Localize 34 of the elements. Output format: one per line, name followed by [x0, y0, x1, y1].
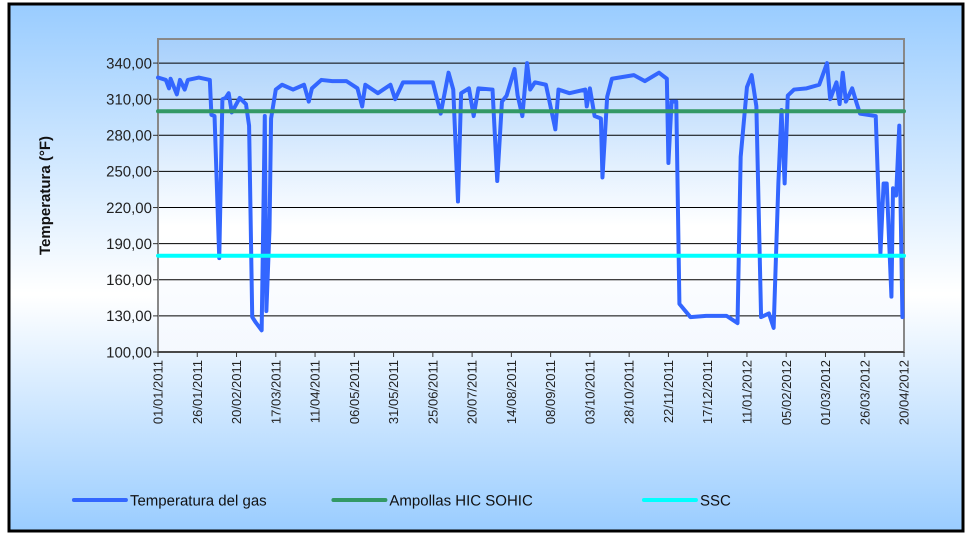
- y-tick-label: 280,00: [106, 128, 152, 145]
- y-axis-title: Temperatura (°F): [37, 136, 54, 256]
- x-tick-label: 05/02/2012: [778, 360, 794, 426]
- x-tick-label: 17/12/2011: [700, 360, 716, 424]
- x-tick-label: 31/05/2011: [386, 360, 402, 424]
- x-tick-label: 26/03/2012: [857, 360, 872, 426]
- y-tick-label: 220,00: [106, 200, 152, 217]
- legend-label: SSC: [700, 492, 731, 510]
- x-tick-label: 26/01/2011: [190, 360, 205, 424]
- x-tick-label: 28/10/2011: [622, 360, 637, 424]
- x-tick-label: 17/03/2011: [268, 360, 284, 424]
- x-tick-label: 01/01/2011: [150, 360, 166, 424]
- x-tick-label: 03/10/2011: [582, 360, 598, 424]
- y-tick-label: 340,00: [106, 55, 152, 72]
- line-series: [156, 61, 904, 332]
- y-tick-label: 130,00: [106, 308, 152, 326]
- x-tick-label: 20/04/2012: [896, 360, 912, 426]
- x-tick-label: 14/08/2011: [504, 360, 519, 424]
- y-tick-label: 100,00: [106, 344, 152, 362]
- x-tick-label: 25/06/2011: [425, 360, 440, 424]
- legend-label: Ampollas HIC SOHIC: [389, 492, 533, 510]
- y-tick-label: 250,00: [106, 164, 152, 181]
- x-tick-label: 22/11/2011: [660, 360, 676, 424]
- x-tick-label: 01/03/2012: [818, 360, 834, 426]
- y-tick-label: 190,00: [106, 236, 152, 253]
- x-tick-label: 08/09/2011: [543, 360, 558, 424]
- x-tick-label: 11/01/2012: [739, 360, 754, 424]
- x-tick-label: 06/05/2011: [346, 360, 362, 424]
- x-tick-label: 20/07/2011: [464, 360, 480, 424]
- x-tick-label: 20/02/2011: [229, 360, 244, 424]
- legend-label: Temperatura del gas: [130, 492, 267, 510]
- x-tick-label: 11/04/2011: [308, 360, 323, 424]
- y-tick-label: 160,00: [106, 272, 152, 290]
- y-tick-label: 310,00: [106, 91, 152, 108]
